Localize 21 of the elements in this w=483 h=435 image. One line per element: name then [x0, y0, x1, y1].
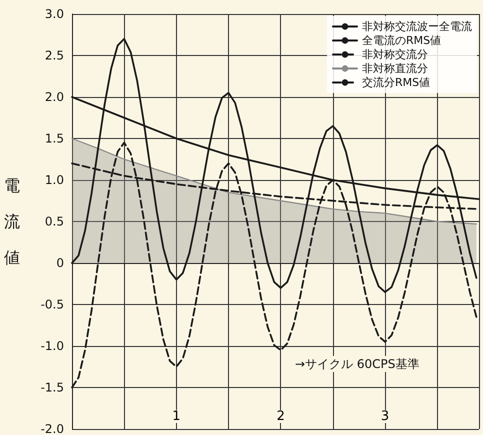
y-axis-title: 電流値: [4, 176, 20, 267]
legend-label: 非対称交流分: [362, 48, 428, 61]
y-tick-label: -0.5: [40, 298, 64, 312]
y-tick-label: -1.5: [40, 380, 64, 394]
y-tick-label: 1.5: [44, 132, 64, 146]
y-tick-label: -2.0: [40, 422, 64, 435]
x-tick-label: 2: [276, 409, 285, 424]
x-tick-label: 3: [380, 409, 390, 424]
y-tick-label: 2.5: [44, 48, 64, 62]
y-tick-label: 0: [56, 256, 64, 270]
y-tick-label: 2.0: [44, 90, 64, 104]
x-tick-label: 1: [172, 409, 180, 424]
annotation: →サイクル 60CPS基準: [295, 357, 420, 371]
legend-label: 非対称直流分: [362, 62, 428, 75]
y-tick-label: 3.0: [44, 7, 64, 21]
legend-label: 非対称交流波ー全電流: [362, 20, 472, 33]
legend-label: 交流分RMS値: [362, 76, 430, 89]
legend-label: 全電流のRMS値: [362, 34, 442, 47]
y-tick-label: 1.0: [44, 173, 64, 187]
y-tick-label: -1.0: [40, 339, 64, 353]
y-tick-label: 0.5: [44, 214, 64, 228]
